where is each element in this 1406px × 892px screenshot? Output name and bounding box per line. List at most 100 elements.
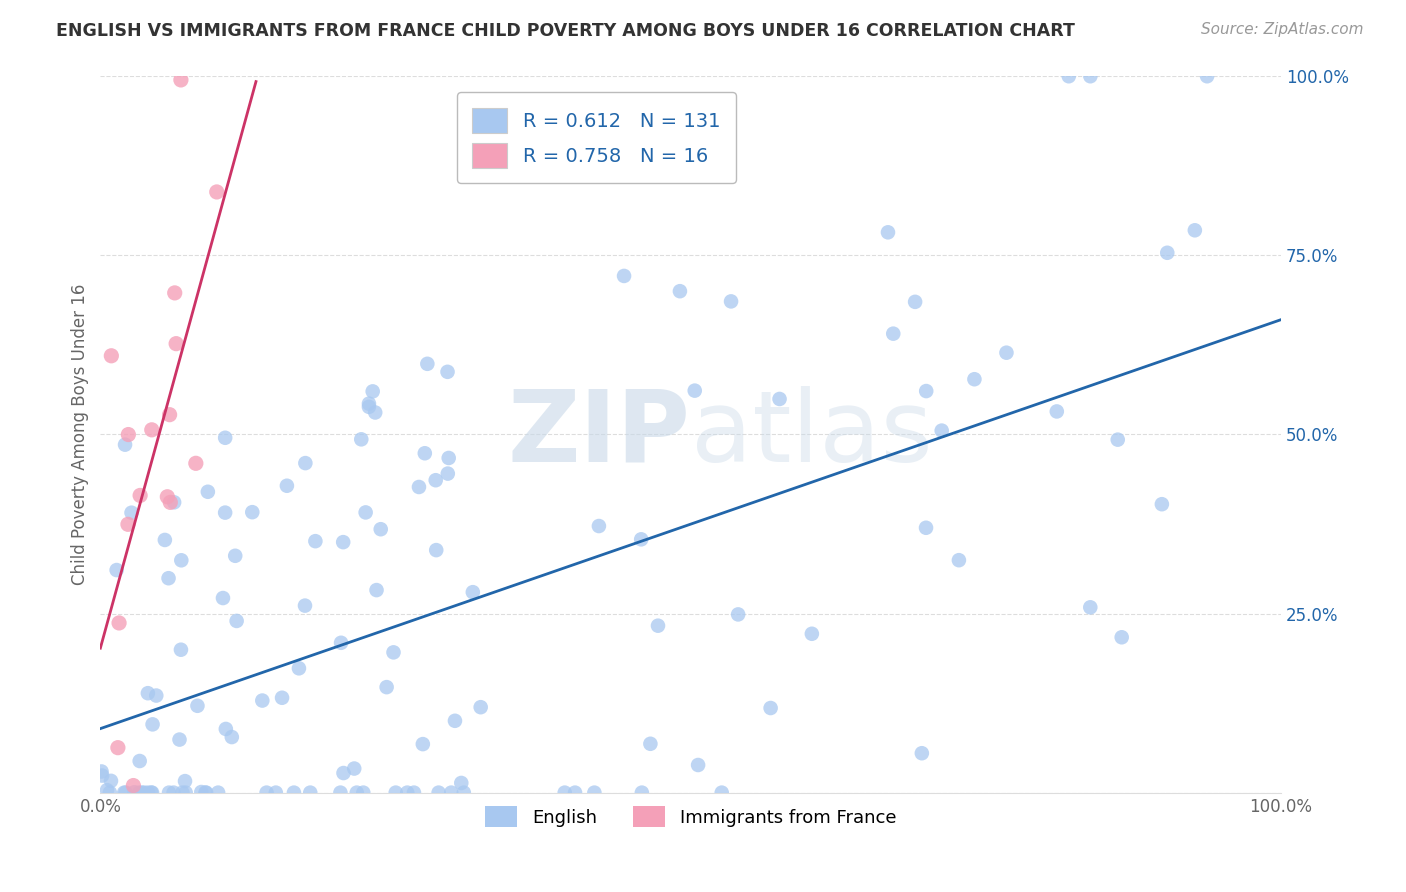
Point: [357, 397, 380, 411]
Point: [122, 779, 145, 793]
Point: [408, 480, 430, 494]
Point: [98, 786, 121, 800]
Point: [350, 433, 373, 447]
Point: [170, 553, 193, 567]
Text: ZIP: ZIP: [508, 386, 690, 483]
Point: [877, 225, 900, 239]
Point: [264, 786, 287, 800]
Point: [224, 549, 246, 563]
Point: [330, 636, 353, 650]
Point: [1156, 245, 1178, 260]
Point: [100, 349, 122, 363]
Point: [436, 365, 458, 379]
Point: [131, 786, 153, 800]
Point: [163, 495, 186, 509]
Point: [450, 776, 472, 790]
Point: [948, 553, 970, 567]
Point: [214, 506, 236, 520]
Point: [963, 372, 986, 386]
Point: [215, 722, 238, 736]
Point: [299, 786, 322, 800]
Point: [413, 446, 436, 460]
Point: [170, 73, 193, 87]
Legend: English, Immigrants from France: English, Immigrants from France: [478, 799, 904, 835]
Point: [114, 438, 136, 452]
Point: [1197, 69, 1219, 83]
Point: [128, 786, 150, 800]
Point: [114, 786, 136, 800]
Point: [124, 785, 146, 799]
Point: [768, 392, 790, 406]
Point: [669, 284, 692, 298]
Point: [214, 431, 236, 445]
Point: [613, 268, 636, 283]
Point: [800, 627, 823, 641]
Point: [332, 535, 354, 549]
Point: [225, 614, 247, 628]
Point: [276, 479, 298, 493]
Point: [453, 786, 475, 800]
Point: [145, 689, 167, 703]
Point: [720, 294, 742, 309]
Point: [221, 730, 243, 744]
Point: [436, 467, 458, 481]
Point: [288, 661, 311, 675]
Point: [588, 519, 610, 533]
Point: [195, 786, 218, 800]
Point: [425, 473, 447, 487]
Point: [882, 326, 904, 341]
Point: [564, 786, 586, 800]
Point: [727, 607, 749, 622]
Point: [112, 786, 135, 800]
Point: [1046, 404, 1069, 418]
Point: [1107, 433, 1129, 447]
Point: [141, 423, 163, 437]
Point: [105, 563, 128, 577]
Point: [136, 786, 159, 800]
Point: [354, 505, 377, 519]
Point: [332, 766, 354, 780]
Point: [1111, 630, 1133, 644]
Point: [134, 786, 156, 800]
Point: [107, 740, 129, 755]
Point: [294, 599, 316, 613]
Point: [165, 336, 187, 351]
Point: [170, 642, 193, 657]
Point: [141, 786, 163, 800]
Point: [427, 786, 450, 800]
Point: [1057, 69, 1080, 83]
Point: [343, 762, 366, 776]
Point: [1150, 497, 1173, 511]
Point: [396, 786, 419, 800]
Point: [117, 427, 139, 442]
Point: [91, 768, 114, 782]
Point: [252, 693, 274, 707]
Point: [630, 533, 652, 547]
Point: [631, 786, 654, 800]
Point: [683, 384, 706, 398]
Point: [911, 746, 934, 760]
Point: [157, 571, 180, 585]
Point: [583, 786, 606, 800]
Y-axis label: Child Poverty Among Boys Under 16: Child Poverty Among Boys Under 16: [72, 284, 89, 585]
Point: [346, 786, 368, 800]
Point: [1080, 69, 1102, 83]
Point: [256, 786, 278, 800]
Point: [129, 488, 152, 502]
Point: [184, 456, 207, 470]
Point: [1184, 223, 1206, 237]
Point: [283, 786, 305, 800]
Point: [159, 495, 181, 509]
Point: [121, 506, 143, 520]
Point: [904, 294, 927, 309]
Point: [157, 786, 180, 800]
Point: [90, 764, 112, 779]
Point: [197, 484, 219, 499]
Point: [352, 786, 374, 800]
Point: [444, 714, 467, 728]
Point: [461, 585, 484, 599]
Point: [190, 785, 212, 799]
Point: [162, 786, 184, 800]
Point: [329, 786, 352, 800]
Point: [416, 357, 439, 371]
